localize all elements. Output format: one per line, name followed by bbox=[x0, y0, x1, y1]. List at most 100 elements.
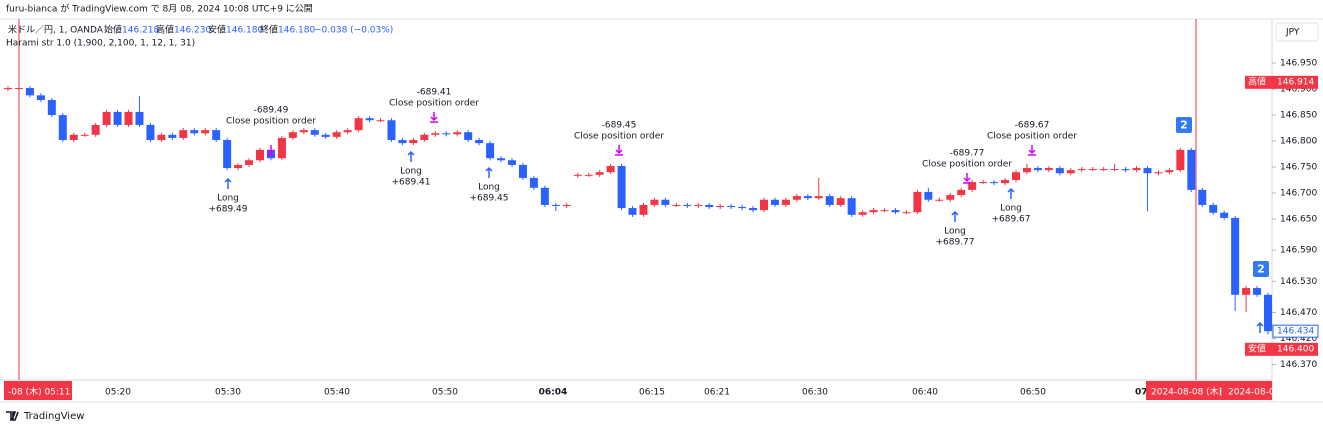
candle-body bbox=[924, 191, 933, 200]
long-pnl: +689.41 bbox=[391, 178, 430, 188]
candle-body bbox=[792, 196, 801, 200]
currency: JPY bbox=[1285, 28, 1300, 38]
candle-body bbox=[245, 160, 254, 165]
y-tick-label: 146.800 bbox=[1280, 137, 1317, 147]
close-text: Close position order bbox=[922, 160, 1012, 170]
candle-body bbox=[310, 130, 319, 135]
candle-body bbox=[266, 149, 275, 159]
cursor-label: ( bbox=[1219, 388, 1223, 398]
candle-body bbox=[858, 212, 867, 215]
close-arrow bbox=[430, 112, 438, 123]
currency-box[interactable] bbox=[1275, 22, 1319, 42]
y-tick-label: 146.950 bbox=[1280, 59, 1317, 69]
candle-body bbox=[1110, 169, 1119, 171]
candle-body bbox=[486, 143, 495, 159]
close-text: Close position order bbox=[987, 132, 1077, 142]
candle-body bbox=[672, 204, 681, 206]
x-tick-label: 06:04 bbox=[539, 388, 568, 398]
candle-body bbox=[661, 199, 670, 205]
y-tick-label: 146.470 bbox=[1280, 308, 1317, 318]
cursor-label: 2024-08-08 (木) bbox=[1151, 386, 1222, 398]
candle-body bbox=[212, 130, 221, 140]
candle-body bbox=[179, 130, 188, 138]
candle-body bbox=[770, 199, 779, 205]
candle-body bbox=[946, 195, 955, 200]
candle-body bbox=[201, 130, 210, 134]
candle-body bbox=[683, 204, 692, 206]
long-text: Long bbox=[217, 194, 239, 204]
candle-body bbox=[1055, 168, 1064, 174]
candle-body bbox=[321, 134, 330, 137]
long-text: Long bbox=[400, 167, 422, 177]
candle-body bbox=[1209, 204, 1218, 213]
y-tick-label: 146.850 bbox=[1280, 111, 1317, 121]
indicator: Harami str 1.0 (1,900, 2,100, 1, 12, 1, … bbox=[6, 39, 195, 49]
candle-body bbox=[332, 132, 341, 137]
candle-body bbox=[814, 196, 823, 199]
candle-body bbox=[760, 199, 768, 211]
candle-body bbox=[935, 199, 944, 201]
candle-body bbox=[1033, 168, 1042, 171]
candle-body bbox=[190, 130, 199, 134]
candle-body bbox=[518, 164, 527, 178]
candle-body bbox=[584, 174, 593, 176]
candle-body bbox=[91, 124, 100, 135]
candle-body bbox=[1165, 170, 1174, 173]
close-arrow bbox=[267, 145, 275, 156]
candle-body bbox=[1198, 189, 1207, 205]
close-arrow bbox=[963, 173, 971, 184]
y-tick-label: 146.370 bbox=[1280, 360, 1317, 370]
candle-body bbox=[80, 134, 89, 136]
candle-body bbox=[69, 134, 78, 140]
long-pnl: +689.45 bbox=[469, 194, 508, 204]
candle-body bbox=[869, 210, 878, 213]
high-marker-label: 高値 bbox=[1248, 75, 1266, 87]
long-pnl: +689.67 bbox=[991, 215, 1030, 225]
candle-body bbox=[1066, 170, 1075, 174]
candle-body bbox=[1001, 180, 1010, 184]
candle-body bbox=[497, 158, 506, 161]
close-text: Close position order bbox=[226, 117, 316, 127]
candle-body bbox=[47, 100, 56, 116]
candle-body bbox=[1154, 172, 1163, 174]
candle-body bbox=[508, 160, 516, 165]
candle-body bbox=[902, 212, 911, 214]
long-pnl: +689.77 bbox=[935, 238, 974, 248]
change: −0.038 (−0.03%) bbox=[314, 26, 393, 36]
candle-body bbox=[25, 88, 34, 96]
x-tick-label: 07: bbox=[1135, 388, 1151, 398]
ohlc-label: 終値 bbox=[260, 24, 278, 36]
candle-body bbox=[836, 198, 845, 205]
long-arrow bbox=[224, 177, 232, 189]
y-tick-label: 146.700 bbox=[1280, 188, 1317, 198]
candle-body bbox=[913, 191, 922, 213]
candle-body bbox=[1088, 169, 1097, 171]
candle-body bbox=[1242, 288, 1251, 295]
candle-body bbox=[113, 111, 122, 125]
candle-body bbox=[234, 164, 243, 169]
candle-body bbox=[58, 115, 67, 140]
high-marker-box bbox=[1245, 75, 1318, 89]
candle-body bbox=[529, 177, 538, 188]
candle-body bbox=[365, 118, 374, 121]
high-marker-value: 146.914 bbox=[1277, 77, 1314, 87]
long-pnl: +689.49 bbox=[208, 205, 247, 215]
candle-body bbox=[650, 199, 659, 205]
y-tick-label: 146.900 bbox=[1280, 85, 1317, 95]
candle-body bbox=[880, 210, 889, 212]
x-tick-label: 05:30 bbox=[215, 388, 241, 398]
candle-body bbox=[223, 140, 232, 169]
candle-body bbox=[1012, 172, 1020, 180]
close-arrow bbox=[615, 145, 623, 156]
logo bbox=[6, 411, 19, 421]
candle-body bbox=[979, 182, 988, 184]
x-tick-label: 06:30 bbox=[802, 388, 828, 398]
close-arrow bbox=[1028, 145, 1036, 156]
candle-body bbox=[551, 204, 560, 206]
long-arrow bbox=[1256, 321, 1264, 333]
y-tick-label: 146.420 bbox=[1280, 334, 1317, 344]
candle-body bbox=[803, 196, 812, 199]
close-pnl: -689.77 bbox=[950, 149, 985, 159]
y-tick-label: 146.750 bbox=[1280, 163, 1317, 173]
